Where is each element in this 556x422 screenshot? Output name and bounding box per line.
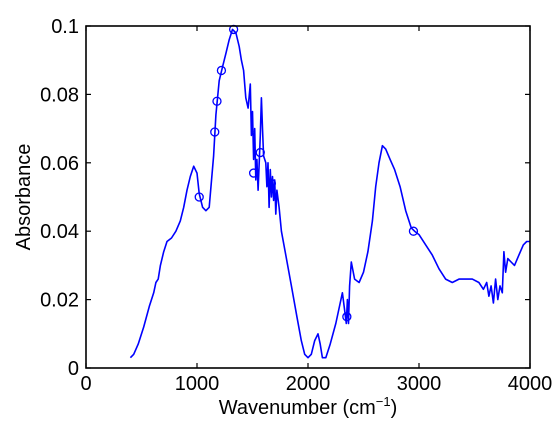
data-marker <box>216 65 227 76</box>
data-marker <box>248 168 259 178</box>
y-tick-label: 0.04 <box>40 221 79 243</box>
y-axis-label: Absorbance <box>13 144 35 251</box>
x-axis-label: Wavenumber (cm−1) <box>219 394 398 419</box>
y-tick-label: 0 <box>68 358 79 380</box>
y-tick-label: 0.08 <box>40 84 79 106</box>
data-marker <box>194 192 204 202</box>
data-marker <box>212 96 222 106</box>
x-axis-label-main: Wavenumber (cm <box>219 397 376 419</box>
tick-labels: 0 1000 2000 3000 4000 0 0.02 0.04 0.06 0.08 0.1 <box>40 16 552 395</box>
x-tick-label: 1000 <box>175 373 220 395</box>
data-marker <box>210 127 220 137</box>
data-marker <box>342 312 352 322</box>
data-marker <box>266 178 277 188</box>
plot-frame <box>85 25 531 369</box>
x-tick-label: 4000 <box>508 373 553 395</box>
data-marker <box>255 147 265 158</box>
data-marker <box>408 226 419 236</box>
y-tick-label: 0.1 <box>51 16 79 38</box>
x-tick-label: 3000 <box>397 373 442 395</box>
y-tick-label: 0.06 <box>40 153 79 175</box>
axis-ticks <box>85 25 531 369</box>
y-tick-label: 0.02 <box>40 290 79 312</box>
markers-layer <box>194 24 419 322</box>
series-layer <box>129 28 530 359</box>
series-line <box>129 28 530 359</box>
x-axis-label-close: ) <box>391 397 398 419</box>
x-tick-label: 0 <box>80 373 91 395</box>
x-tick-label: 2000 <box>286 373 331 395</box>
x-axis-label-superscript: −1 <box>376 394 391 409</box>
